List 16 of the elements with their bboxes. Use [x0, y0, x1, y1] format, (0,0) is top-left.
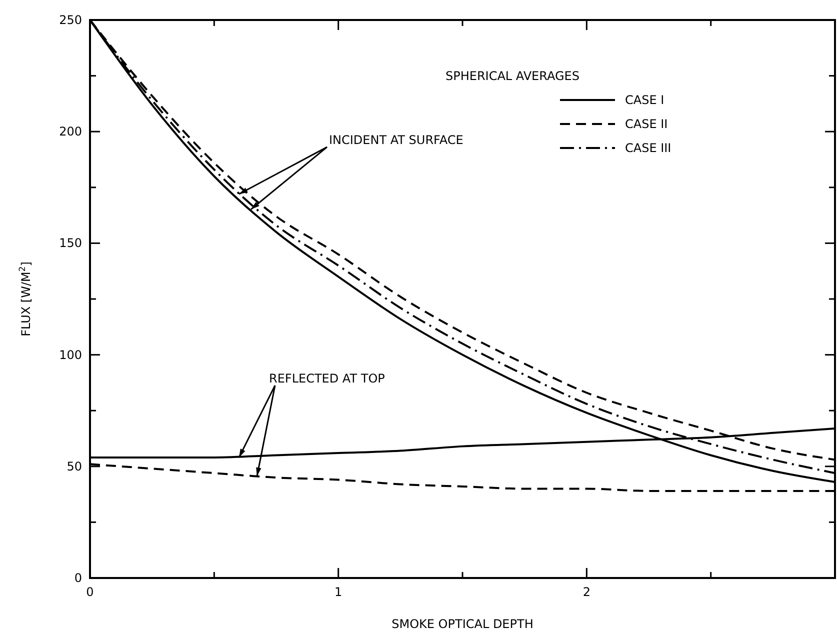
legend-label: CASE I: [625, 93, 664, 107]
x-tick-label: 1: [334, 585, 342, 599]
legend-label: CASE III: [625, 141, 672, 155]
annotation: SPHERICAL AVERAGES: [445, 69, 580, 83]
annotation: INCIDENT AT SURFACE: [329, 133, 464, 148]
x-tick-label: 2: [582, 585, 590, 599]
x-axis-title: SMOKE OPTICAL DEPTH: [392, 617, 534, 631]
y-tick-label: 250: [59, 13, 82, 27]
legend-label: CASE II: [625, 117, 668, 131]
y-tick-label: 150: [59, 236, 82, 250]
y-tick-label: 0: [74, 571, 82, 585]
y-tick-label: 200: [59, 124, 82, 139]
y-tick-label: 100: [59, 348, 82, 362]
x-tick-label: 0: [86, 585, 94, 599]
annotation: REFLECTED AT TOP: [269, 371, 385, 386]
y-tick-label: 50: [66, 459, 82, 474]
